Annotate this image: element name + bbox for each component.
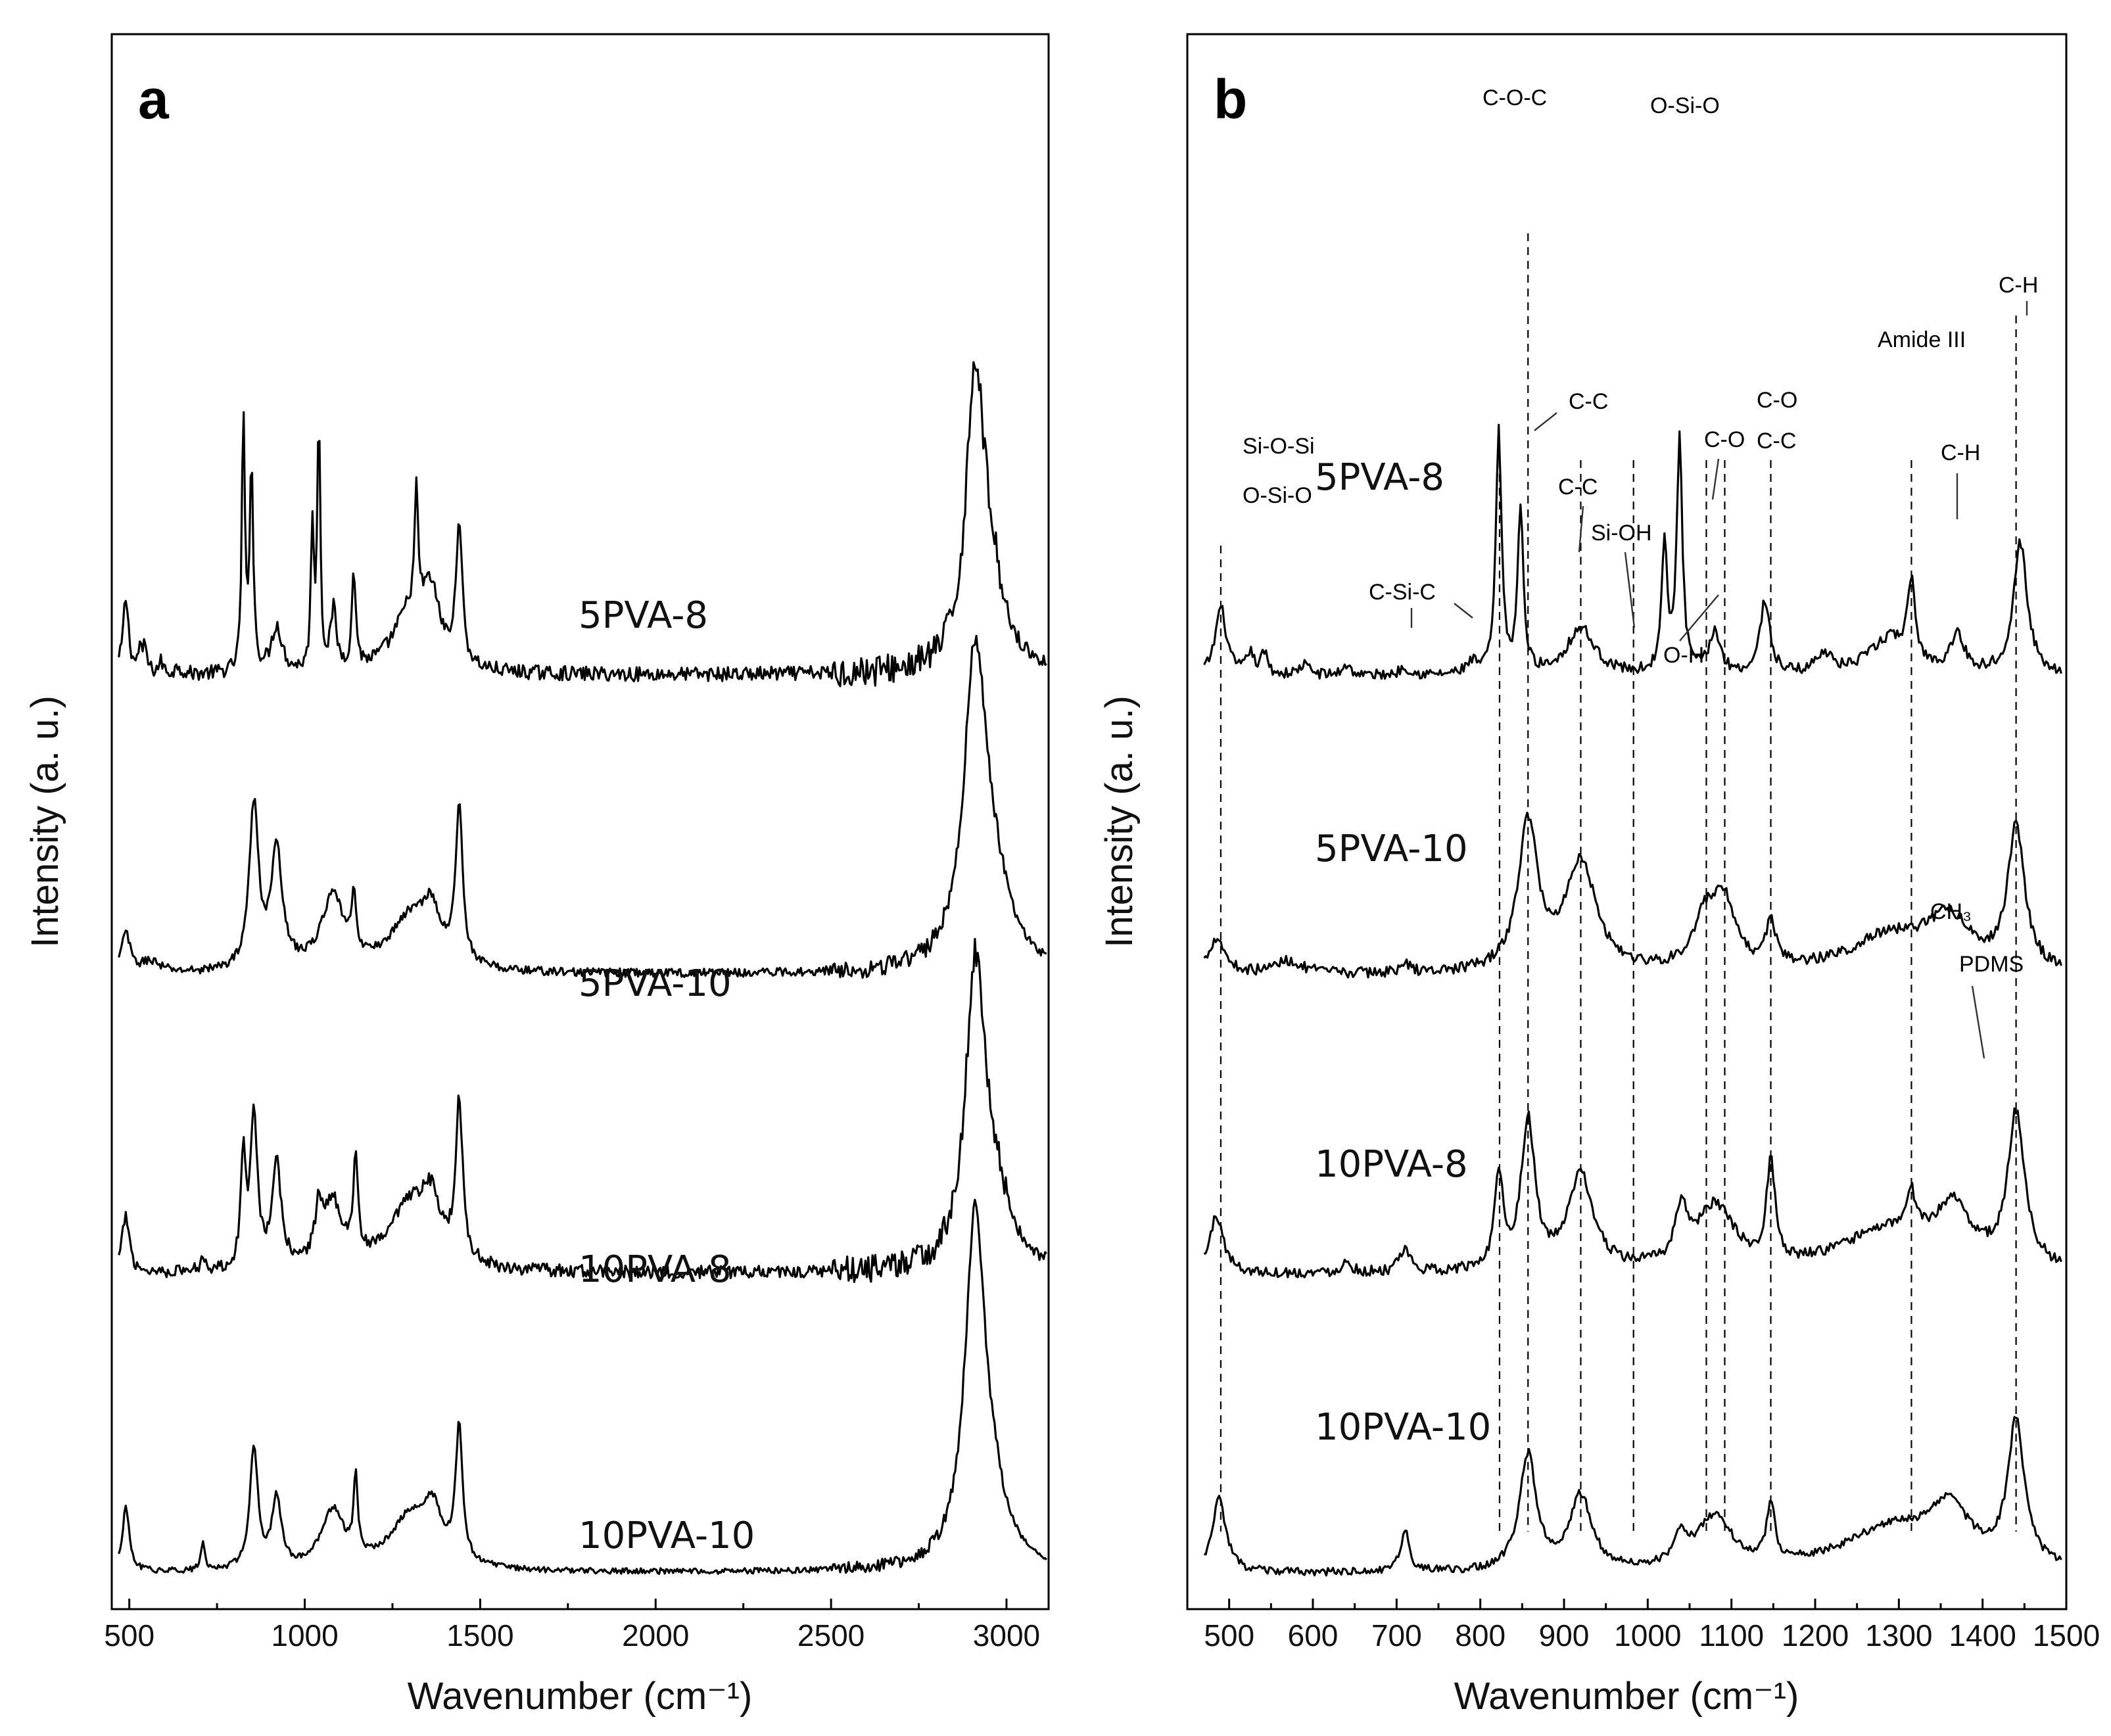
panel-b-series-labels: 5PVA-8 5PVA-10 10PVA-8 10PVA-10 (1315, 456, 1491, 1449)
series-label-5PVA-10: 5PVA-10 (1315, 828, 1468, 870)
arrow-c-c-upper (1534, 412, 1557, 431)
x-tick-label: 2500 (797, 1618, 865, 1653)
panel-a-spectra (118, 361, 1047, 1575)
x-tick-label: 1200 (1782, 1618, 1849, 1653)
series-label-10PVA-10: 10PVA-10 (579, 1514, 755, 1557)
panel-b-guide-lines (1220, 233, 2017, 1532)
arrow-c-o-mid (1711, 458, 1720, 500)
anno-c-h-top: C-H (1999, 273, 2038, 298)
x-tick-label: 1000 (271, 1618, 338, 1653)
anno-o-si-o-left: O-Si-O (1243, 483, 1312, 508)
anno-c-c-lower: C-C (1558, 475, 1598, 500)
x-tick-label: 500 (1204, 1618, 1254, 1653)
panel-a-letter: a (138, 68, 170, 130)
panel-a-frame (110, 33, 1050, 1610)
panel-a-xlabel: Wavenumber (cm⁻¹) (408, 1675, 753, 1718)
anno-si-oh: Si-OH (1591, 521, 1652, 546)
x-tick-label: 1500 (2033, 1618, 2100, 1653)
series-label-5PVA-8: 5PVA-8 (579, 594, 708, 637)
panel-b-frame (1186, 33, 2068, 1610)
x-tick-label: 800 (1455, 1618, 1506, 1653)
series-label-10PVA-10: 10PVA-10 (1315, 1406, 1491, 1449)
panel-a-series-labels: 5PVA-8 5PVA-10 10PVA-8 10PVA-10 (579, 594, 755, 1557)
x-tick-label: 900 (1539, 1618, 1590, 1653)
anno-c-h-mid: C-H (1941, 440, 1980, 465)
arrow-c-si-c-2 (1454, 603, 1473, 619)
anno-c-si-c: C-Si-C (1369, 580, 1436, 605)
series-label-10PVA-8: 10PVA-8 (1315, 1143, 1468, 1186)
arrow-o-h (1679, 594, 1719, 642)
anno-si-o-si: Si-O-Si (1243, 434, 1315, 459)
panel-b: b Wavenumber (cm⁻¹) Intensity (a. u.) 50… (1098, 33, 2100, 1718)
x-tick-label: 2000 (622, 1618, 689, 1653)
anno-c-c-upper: C-C (1569, 389, 1608, 414)
series-label-10PVA-8: 10PVA-8 (579, 1248, 732, 1291)
anno-c-o-mid: C-O (1704, 427, 1745, 452)
arrow-c-c-lower (1578, 505, 1584, 553)
panel-b-xlabel: Wavenumber (cm⁻¹) (1454, 1675, 1799, 1718)
panel-b-spectra (1203, 423, 2062, 1577)
spectrum-line-5PVA-10 (1203, 811, 2062, 979)
x-tick-label: 1000 (1614, 1618, 1681, 1653)
anno-c-o-c: C-O-C (1482, 85, 1547, 110)
x-tick-label: 600 (1288, 1618, 1339, 1653)
panel-a-x-ticks: 500 1000 1500 2000 2500 3000 (104, 1599, 1040, 1653)
spectrum-line-5PVA-8 (1203, 423, 2062, 680)
series-label-5PVA-10: 5PVA-10 (579, 962, 732, 1005)
anno-amide-iii: Amide III (1878, 327, 1966, 352)
x-tick-label: 3000 (973, 1618, 1040, 1653)
spectrum-line-5PVA-10 (118, 634, 1047, 979)
anno-o-h: O-H (1663, 643, 1704, 668)
anno-ch3: CH₃ (1930, 899, 1972, 924)
anno-o-si-o-top: O-Si-O (1650, 93, 1720, 118)
spectrum-line-10PVA-8 (1203, 1107, 2062, 1279)
spectrum-line-10PVA-10 (118, 1198, 1047, 1575)
arrow-pdms (1971, 985, 1985, 1059)
spectrum-line-10PVA-8 (118, 937, 1047, 1283)
arrow-si-oh (1624, 551, 1636, 628)
anno-c-c-right: C-C (1757, 429, 1796, 454)
spectrum-line-10PVA-10 (1204, 1416, 2062, 1577)
spectrum-line-5PVA-8 (118, 361, 1047, 688)
x-tick-label: 1500 (446, 1618, 513, 1653)
panel-b-letter: b (1214, 68, 1247, 130)
x-tick-label: 1100 (1699, 1618, 1764, 1653)
panel-a: a Wavenumber (cm⁻¹) Intensity (a. u.) 50… (24, 33, 1050, 1718)
annotation-arrows (1410, 301, 2028, 1059)
panel-b-annotations: Si-O-Si O-Si-O C-Si-C C-O-C C-C C-C Si-O… (1243, 85, 2038, 1059)
anno-c-o-right: C-O (1757, 388, 1797, 413)
panel-a-ylabel: Intensity (a. u.) (24, 695, 66, 948)
anno-pdms: PDMS (1959, 952, 2024, 977)
x-tick-label: 700 (1371, 1618, 1422, 1653)
x-tick-label: 500 (104, 1618, 154, 1653)
panel-b-ylabel: Intensity (a. u.) (1098, 695, 1141, 948)
x-tick-label: 1300 (1865, 1618, 1932, 1653)
panel-b-x-ticks: 500 600 700 800 900 1000 1100 1200 1300 1400 1500 (1186, 1599, 2100, 1653)
x-tick-label: 1400 (1949, 1618, 2016, 1653)
series-label-5PVA-8: 5PVA-8 (1315, 456, 1444, 499)
